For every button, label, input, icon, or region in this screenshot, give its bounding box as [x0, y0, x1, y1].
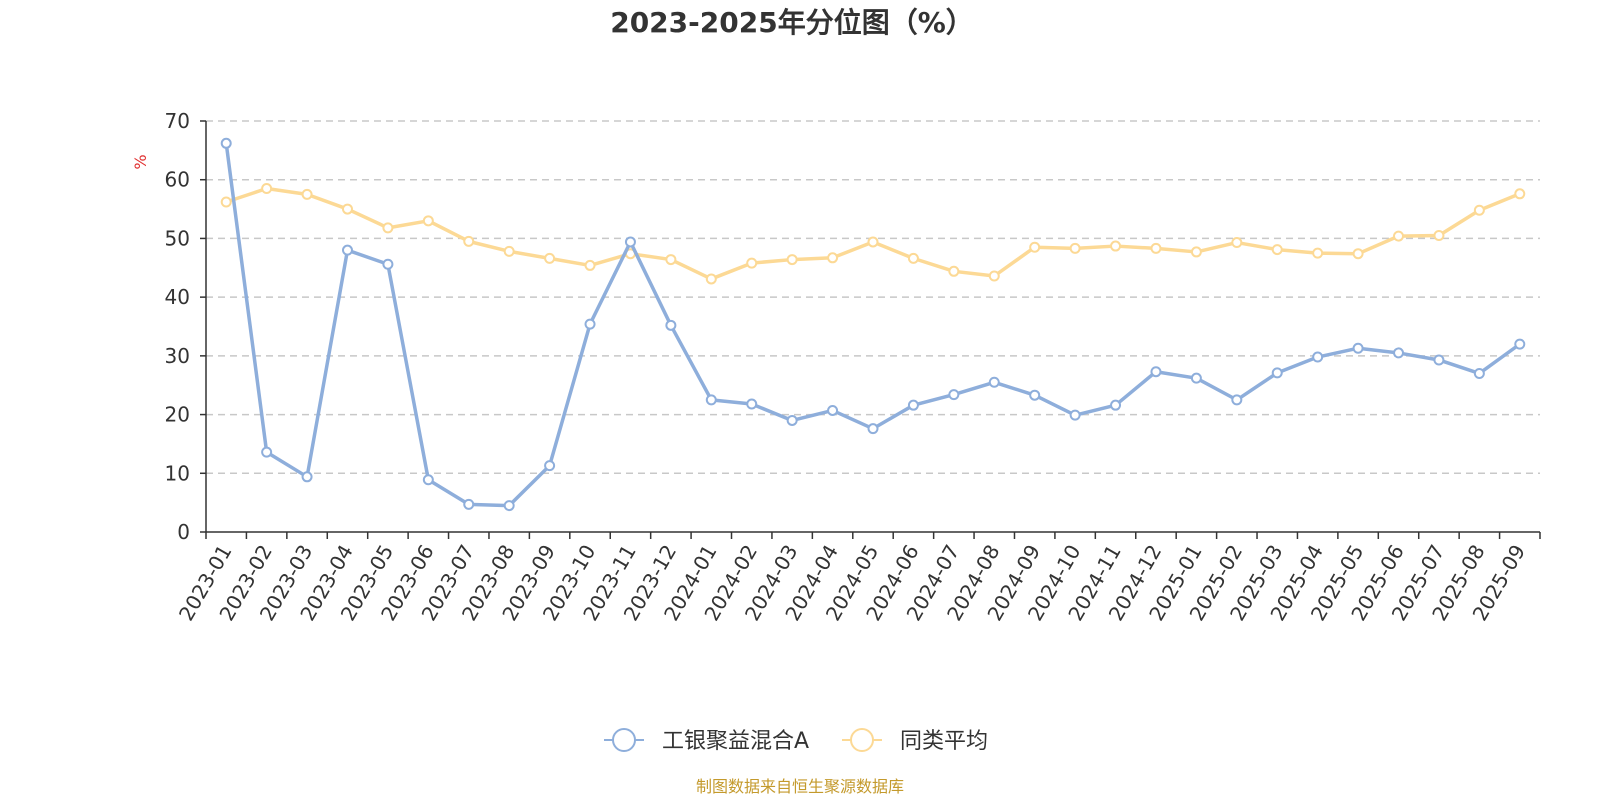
data-point[interactable]	[1029, 389, 1041, 401]
legend-item-fund[interactable]: 工银聚益混合A	[604, 728, 809, 754]
data-point[interactable]	[1473, 367, 1485, 379]
data-point[interactable]	[746, 257, 758, 269]
data-point[interactable]	[1514, 338, 1526, 350]
data-point[interactable]	[867, 423, 879, 435]
data-point[interactable]	[907, 252, 919, 264]
series-0	[220, 137, 1526, 512]
data-point[interactable]	[827, 404, 839, 416]
data-point[interactable]	[1069, 242, 1081, 254]
data-point[interactable]	[786, 254, 798, 266]
data-point[interactable]	[907, 399, 919, 411]
legend-label-peer-average: 同类平均	[900, 729, 988, 754]
data-point[interactable]	[544, 460, 556, 472]
legend-label-fund: 工银聚益混合A	[662, 729, 809, 754]
data-point[interactable]	[584, 318, 596, 330]
y-tick-label: 30	[165, 344, 190, 368]
data-point[interactable]	[786, 414, 798, 426]
data-point[interactable]	[1393, 347, 1405, 359]
data-point[interactable]	[665, 254, 677, 266]
y-tick-label: 70	[165, 109, 190, 133]
y-axis-unit: %	[131, 154, 150, 169]
data-source-note: 制图数据来自恒生聚源数据库	[696, 777, 904, 796]
data-point[interactable]	[1312, 247, 1324, 259]
data-point[interactable]	[422, 215, 434, 227]
data-point[interactable]	[1150, 366, 1162, 378]
data-point[interactable]	[988, 270, 1000, 282]
legend: 工银聚益混合A 同类平均	[604, 728, 988, 754]
data-point[interactable]	[867, 236, 879, 248]
data-point[interactable]	[220, 196, 232, 208]
series-1	[220, 183, 1526, 285]
data-point[interactable]	[705, 394, 717, 406]
chart-title: 2023-2025年分位图（%）	[610, 6, 974, 39]
data-point[interactable]	[1271, 367, 1283, 379]
data-point[interactable]	[463, 235, 475, 247]
data-point[interactable]	[220, 137, 232, 149]
data-point[interactable]	[301, 188, 313, 200]
data-point[interactable]	[1069, 409, 1081, 421]
data-point[interactable]	[382, 222, 394, 234]
data-point[interactable]	[948, 389, 960, 401]
grid-lines	[206, 120, 1540, 475]
data-point[interactable]	[1433, 229, 1445, 241]
data-point[interactable]	[1190, 372, 1202, 384]
data-point[interactable]	[1231, 237, 1243, 249]
data-point[interactable]	[341, 244, 353, 256]
y-tick-labels: 0 10 20 30 40 50 60 70	[165, 109, 190, 544]
data-point[interactable]	[1190, 246, 1202, 258]
data-point[interactable]	[341, 203, 353, 215]
data-point[interactable]	[1312, 351, 1324, 363]
data-point[interactable]	[382, 258, 394, 270]
data-point[interactable]	[422, 474, 434, 486]
data-point[interactable]	[261, 446, 273, 458]
data-point[interactable]	[665, 319, 677, 331]
data-point[interactable]	[1393, 230, 1405, 242]
x-tick-labels: 2023-012023-022023-032023-042023-052023-…	[174, 541, 1530, 625]
series-lines	[220, 137, 1526, 512]
legend-item-peer-average[interactable]: 同类平均	[842, 728, 988, 754]
y-tick-label: 50	[165, 226, 190, 250]
data-point[interactable]	[301, 471, 313, 483]
data-point[interactable]	[503, 500, 515, 512]
series-line-1	[225, 186, 1521, 281]
data-point[interactable]	[746, 398, 758, 410]
y-tick-label: 0	[177, 520, 190, 544]
data-point[interactable]	[503, 245, 515, 257]
data-point[interactable]	[705, 273, 717, 285]
data-point[interactable]	[1231, 394, 1243, 406]
data-point[interactable]	[1352, 342, 1364, 354]
data-point[interactable]	[1110, 240, 1122, 252]
data-point[interactable]	[584, 259, 596, 271]
data-point[interactable]	[948, 265, 960, 277]
data-point[interactable]	[544, 252, 556, 264]
axes	[200, 120, 1541, 539]
data-point[interactable]	[1473, 204, 1485, 216]
data-point[interactable]	[1271, 244, 1283, 256]
data-point[interactable]	[827, 252, 839, 264]
data-point[interactable]	[988, 376, 1000, 388]
y-tick-label: 40	[165, 285, 190, 309]
data-point[interactable]	[1352, 248, 1364, 260]
data-point[interactable]	[1110, 399, 1122, 411]
series-line-0	[224, 143, 1521, 508]
data-point[interactable]	[1150, 242, 1162, 254]
data-point[interactable]	[624, 236, 636, 248]
y-tick-label: 20	[165, 403, 190, 427]
data-point[interactable]	[1514, 188, 1526, 200]
y-tick-label: 10	[165, 461, 190, 485]
data-point[interactable]	[1029, 241, 1041, 253]
data-point[interactable]	[261, 183, 273, 195]
data-point[interactable]	[1433, 354, 1445, 366]
data-point[interactable]	[463, 498, 475, 510]
y-tick-label: 60	[165, 168, 190, 192]
